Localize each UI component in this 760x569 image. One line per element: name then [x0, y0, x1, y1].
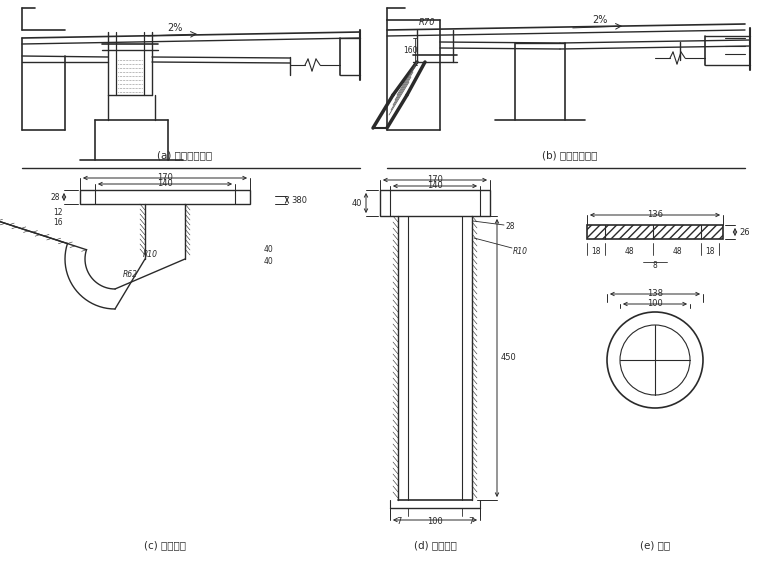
Text: R62: R62: [122, 270, 138, 278]
Text: 450: 450: [501, 353, 517, 362]
Text: 28: 28: [50, 192, 60, 201]
Text: 140: 140: [427, 181, 443, 190]
Text: 136: 136: [647, 210, 663, 219]
Text: 12: 12: [53, 208, 63, 216]
Text: R10: R10: [512, 246, 527, 255]
Text: 170: 170: [157, 173, 173, 182]
Text: 28: 28: [505, 221, 515, 230]
Text: 2%: 2%: [592, 15, 608, 25]
Text: R70: R70: [419, 18, 435, 27]
Text: (e) 栅盖: (e) 栅盖: [640, 540, 670, 550]
Text: 8: 8: [653, 261, 657, 270]
Bar: [587, 225, 723, 239]
Text: (a) 直管安装示意: (a) 直管安装示意: [157, 150, 213, 160]
Bar: [80, 190, 250, 204]
Text: R10: R10: [143, 249, 157, 258]
Text: 18: 18: [591, 246, 600, 255]
Text: 40: 40: [263, 245, 273, 254]
Text: 100: 100: [427, 517, 443, 526]
Text: (d) 直泄水管: (d) 直泄水管: [413, 540, 457, 550]
Text: 140: 140: [157, 179, 173, 188]
Text: (c) 弯泄水管: (c) 弯泄水管: [144, 540, 186, 550]
Text: 138: 138: [647, 289, 663, 298]
Text: 48: 48: [672, 246, 682, 255]
Text: 40: 40: [263, 257, 273, 266]
Text: 48: 48: [624, 246, 634, 255]
Text: 18: 18: [705, 246, 714, 255]
Text: 380: 380: [291, 196, 307, 204]
Text: 160: 160: [403, 46, 417, 55]
Bar: [380, 190, 490, 216]
Text: 170: 170: [427, 175, 443, 184]
Text: 7: 7: [396, 517, 402, 526]
Text: 40: 40: [351, 199, 362, 208]
Text: 7: 7: [468, 517, 473, 526]
Text: 2%: 2%: [167, 23, 182, 33]
Text: (b) 弯管安装示意: (b) 弯管安装示意: [543, 150, 597, 160]
Text: 26: 26: [739, 228, 749, 237]
Text: 16: 16: [53, 217, 63, 226]
Text: 100: 100: [647, 299, 663, 308]
